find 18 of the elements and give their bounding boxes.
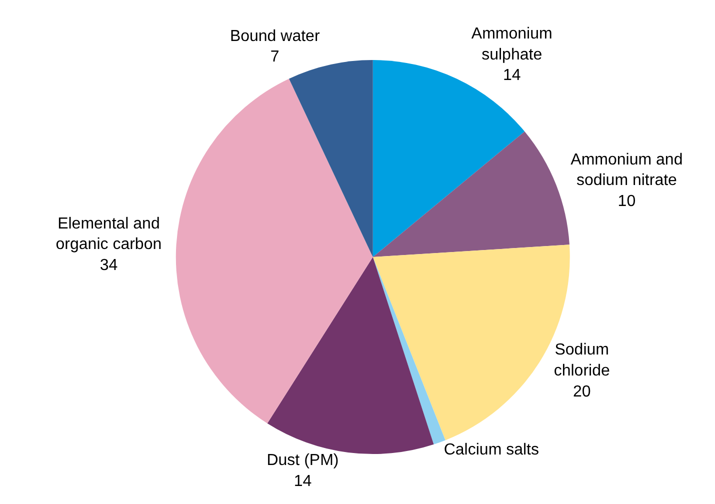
pie-slice: [267, 257, 434, 454]
slice-label: Calcium salts: [444, 441, 539, 458]
data-label: 34: [100, 256, 118, 274]
slice-label: Ammonium sulphate: [471, 26, 552, 64]
data-label: 14: [294, 472, 312, 490]
slice-label: Dust (PM): [266, 452, 339, 470]
data-label: 20: [572, 383, 591, 400]
slice-label: Sodium chloride: [554, 342, 610, 380]
pie-slice: [372, 257, 446, 444]
pie-slice: [176, 78, 373, 424]
slice-label: Ammonium and sodium nitrate: [570, 151, 683, 190]
pie-slice: [372, 131, 570, 258]
data-label: 7: [270, 48, 280, 66]
data-label: 14: [502, 67, 521, 84]
pie-slice: [289, 60, 373, 258]
slice-label: Bound water: [230, 28, 320, 45]
slice-label: Elemental and organic carbon: [56, 215, 162, 254]
data-label: 10: [618, 192, 636, 210]
